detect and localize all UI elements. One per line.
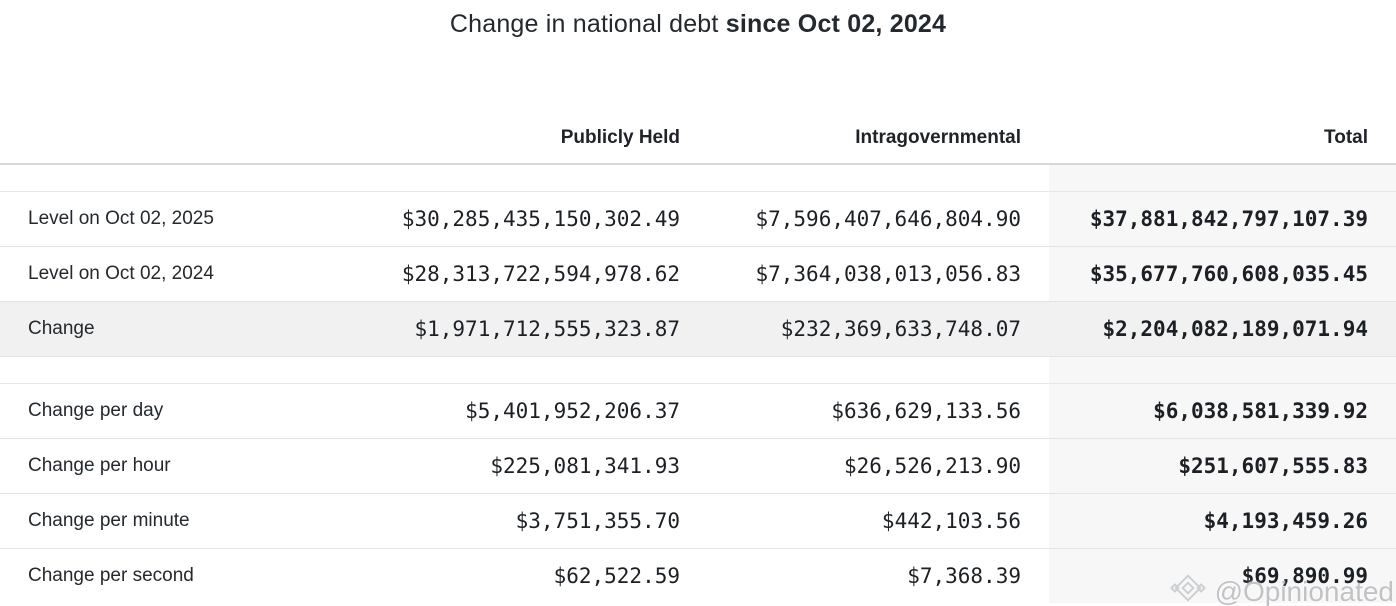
table-row: Level on Oct 02, 2025 $30,285,435,150,302…: [0, 191, 1396, 247]
cell-publicly-held: $30,285,435,150,302.49: [340, 191, 708, 247]
spacer-cell: [708, 164, 1049, 192]
page-title: Change in national debt since Oct 02, 20…: [0, 10, 1396, 39]
cell-publicly-held: $5,401,952,206.37: [340, 383, 708, 439]
table-header-row: Publicly Held Intragovernmental Total: [0, 93, 1396, 165]
column-header-empty: [0, 93, 340, 165]
row-label: Change per minute: [0, 493, 340, 549]
column-header-total: Total: [1049, 93, 1396, 165]
row-label: Change: [0, 301, 340, 357]
spacer-cell: [340, 164, 708, 192]
cell-publicly-held: $28,313,722,594,978.62: [340, 246, 708, 302]
cell-intragovernmental: $232,369,633,748.07: [708, 301, 1049, 357]
table-row: Level on Oct 02, 2024 $28,313,722,594,978…: [0, 246, 1396, 302]
table-row: Change per day $5,401,952,206.37 $636,629,…: [0, 383, 1396, 439]
spacer-cell: [1049, 356, 1396, 384]
cell-publicly-held: $225,081,341.93: [340, 438, 708, 494]
cell-publicly-held: $62,522.59: [553, 563, 680, 588]
title-bold: since Oct 02, 2024: [725, 10, 947, 38]
cell-intragovernmental: $7,364,038,013,056.83: [708, 246, 1049, 302]
cell-total: $6,038,581,339.92: [1049, 383, 1396, 439]
row-label: Level on Oct 02, 2025: [0, 191, 340, 247]
column-header-publicly-held: Publicly Held: [340, 93, 708, 165]
cell-total: $37,881,842,797,107.39: [1049, 191, 1396, 247]
debt-table-container: Publicly Held Intragovernmental Total Le…: [0, 93, 1396, 603]
row-label: Change per second: [28, 564, 194, 586]
spacer-cell: [0, 356, 340, 384]
national-debt-table: Publicly Held Intragovernmental Total Le…: [0, 93, 1396, 603]
column-header-intragovernmental: Intragovernmental: [708, 93, 1049, 165]
title-regular: Change in national debt: [449, 10, 726, 38]
cell-intragovernmental: $26,526,213.90: [708, 438, 1049, 494]
table-row: Change per second $62,522.59 $7,368.39 $69,…: [0, 548, 1396, 603]
cell-total: $251,607,555.83: [1049, 438, 1396, 494]
section-spacer: [0, 356, 1396, 384]
table-row: Change per minute $3,751,355.70 $442,103.5…: [0, 493, 1396, 549]
cell-intragovernmental: $7,368.39: [907, 563, 1021, 588]
cell-total: $4,193,459.26: [1049, 493, 1396, 549]
row-label: Change per hour: [0, 438, 340, 494]
table-row: Change $1,971,712,555,323.87 $232,369,633,…: [0, 301, 1396, 357]
section-spacer: [0, 164, 1396, 192]
cell-publicly-held: $1,971,712,555,323.87: [340, 301, 708, 357]
cell-intragovernmental: $7,596,407,646,804.90: [708, 191, 1049, 247]
row-label: Level on Oct 02, 2024: [0, 246, 340, 302]
cell-intragovernmental: $636,629,133.56: [708, 383, 1049, 439]
cell-total: $35,677,760,608,035.45: [1049, 246, 1396, 302]
table-row: Change per hour $225,081,341.93 $26,526,21…: [0, 438, 1396, 494]
cell-intragovernmental: $442,103.56: [708, 493, 1049, 549]
cell-publicly-held: $3,751,355.70: [340, 493, 708, 549]
cell-total: $2,204,082,189,071.94: [1049, 301, 1396, 357]
row-label: Change per day: [0, 383, 340, 439]
spacer-cell: [1049, 164, 1396, 192]
spacer-cell: [340, 356, 708, 384]
cell-total: $69,890.99: [1049, 548, 1396, 603]
spacer-cell: [708, 356, 1049, 384]
spacer-cell: [0, 164, 340, 192]
